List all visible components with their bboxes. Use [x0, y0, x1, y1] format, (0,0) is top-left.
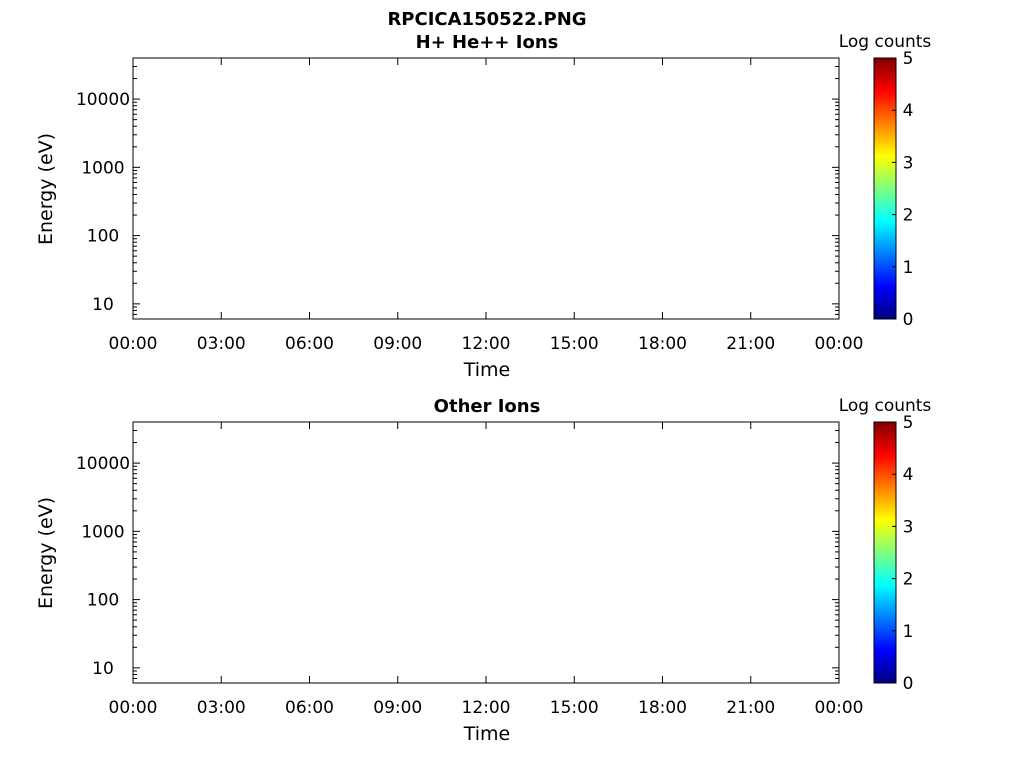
x-tick-label: 15:00 — [550, 698, 599, 718]
y-tick-label: 10 — [92, 659, 114, 679]
colorbar-tick-label: 0 — [903, 310, 914, 330]
x-tick-label: 03:00 — [197, 334, 246, 354]
x-tick-label: 00:00 — [109, 698, 158, 718]
x-tick-label: 18:00 — [638, 698, 687, 718]
panel-other-ions: Other Ions Time Energy (eV) Log counts 1… — [35, 396, 931, 745]
x-axis-label: Time — [463, 359, 511, 381]
plot-frame — [132, 57, 840, 320]
y-tick-label: 1000 — [81, 158, 124, 178]
x-tick-label: 12:00 — [462, 334, 511, 354]
y-tick-label: 10 — [92, 295, 114, 315]
x-tick-label: 15:00 — [550, 334, 599, 354]
colorbar-tick-label: 5 — [903, 413, 914, 433]
colorbar-tick-label: 3 — [903, 153, 914, 173]
x-axis-label: Time — [463, 723, 511, 745]
panel-h-he-ions: H+ He++ Ions Time Energy (eV) Log counts… — [35, 32, 931, 381]
x-tick-label: 09:00 — [373, 698, 422, 718]
x-tick-label: 00:00 — [815, 334, 864, 354]
colorbar-tick-label: 3 — [903, 517, 914, 537]
x-tick-label: 06:00 — [285, 698, 334, 718]
colorbar-tick-label: 0 — [903, 674, 914, 694]
colorbar-tick-label: 2 — [903, 570, 914, 590]
x-tick-label: 00:00 — [815, 698, 864, 718]
y-tick-label: 10000 — [76, 454, 130, 474]
x-tick-label: 18:00 — [638, 334, 687, 354]
colorbar-tick-label: 1 — [903, 258, 914, 278]
colorbar-label: Log counts — [839, 32, 932, 52]
plot-frame — [132, 421, 840, 684]
x-tick-label: 12:00 — [462, 698, 511, 718]
y-tick-label: 100 — [87, 227, 119, 247]
y-axis-label: Energy (eV) — [35, 497, 57, 609]
colorbar-label: Log counts — [839, 396, 932, 416]
panel-title: H+ He++ Ions — [416, 32, 559, 53]
y-tick-label: 100 — [87, 591, 119, 611]
figure-title: RPCICA150522.PNG — [387, 9, 586, 30]
y-axis-label: Energy (eV) — [35, 133, 57, 245]
colorbar-tick-label: 5 — [903, 49, 914, 69]
colorbar — [873, 421, 897, 684]
y-tick-label: 1000 — [81, 522, 124, 542]
panel-title: Other Ions — [434, 396, 541, 417]
colorbar-tick-label: 4 — [903, 101, 914, 121]
colorbar-tick-label: 4 — [903, 465, 914, 485]
x-tick-label: 03:00 — [197, 698, 246, 718]
colorbar — [873, 57, 897, 320]
colorbar-tick-label: 2 — [903, 206, 914, 226]
x-tick-label: 06:00 — [285, 334, 334, 354]
x-tick-label: 09:00 — [373, 334, 422, 354]
x-tick-label: 21:00 — [726, 698, 775, 718]
x-tick-label: 00:00 — [109, 334, 158, 354]
y-tick-label: 10000 — [76, 90, 130, 110]
x-tick-label: 21:00 — [726, 334, 775, 354]
colorbar-tick-label: 1 — [903, 622, 914, 642]
